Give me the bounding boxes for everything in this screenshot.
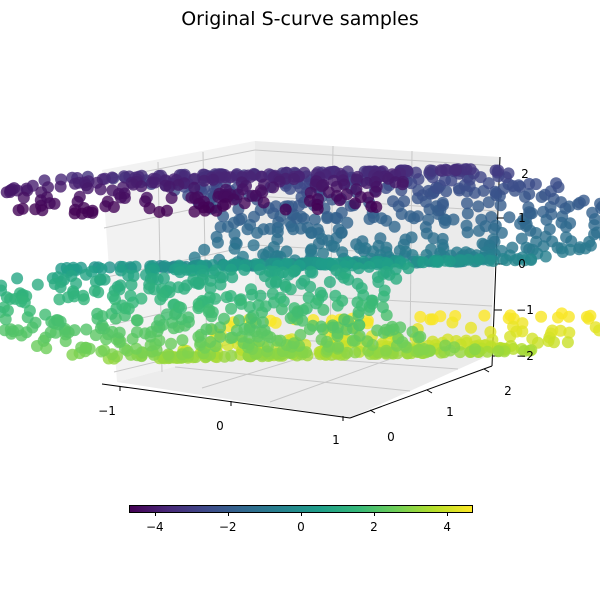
- colorbar-tick: [227, 512, 229, 516]
- z-tick-label: 0: [518, 257, 526, 271]
- z-tick-label: −1: [516, 303, 534, 317]
- colorbar-tick: [447, 512, 449, 516]
- colorbar-tick: [373, 512, 375, 516]
- scatter-points: [0, 163, 600, 365]
- colorbar-tick-label: 2: [370, 520, 378, 534]
- y-tick-label: 2: [504, 384, 512, 398]
- y-tick-label: 1: [446, 405, 454, 419]
- colorbar-tick: [301, 512, 302, 516]
- x-tick-label: −1: [98, 404, 116, 418]
- y-tick-label: 0: [387, 430, 395, 444]
- colorbar-tick-label: −4: [145, 520, 164, 534]
- z-tick-label: −2: [516, 349, 534, 363]
- z-tick-label: 1: [518, 211, 526, 225]
- x-tick-label: 0: [216, 419, 224, 433]
- colorbar-tick: [154, 512, 156, 516]
- chart-title: Original S-curve samples: [181, 8, 419, 30]
- x-tick-label: 1: [332, 433, 340, 447]
- colorbar-tick-label: 0: [297, 520, 305, 534]
- colorbar-tick-label: 4: [443, 520, 452, 534]
- z-tick-label: 2: [521, 167, 529, 181]
- colorbar-tick-label: −2: [218, 520, 237, 534]
